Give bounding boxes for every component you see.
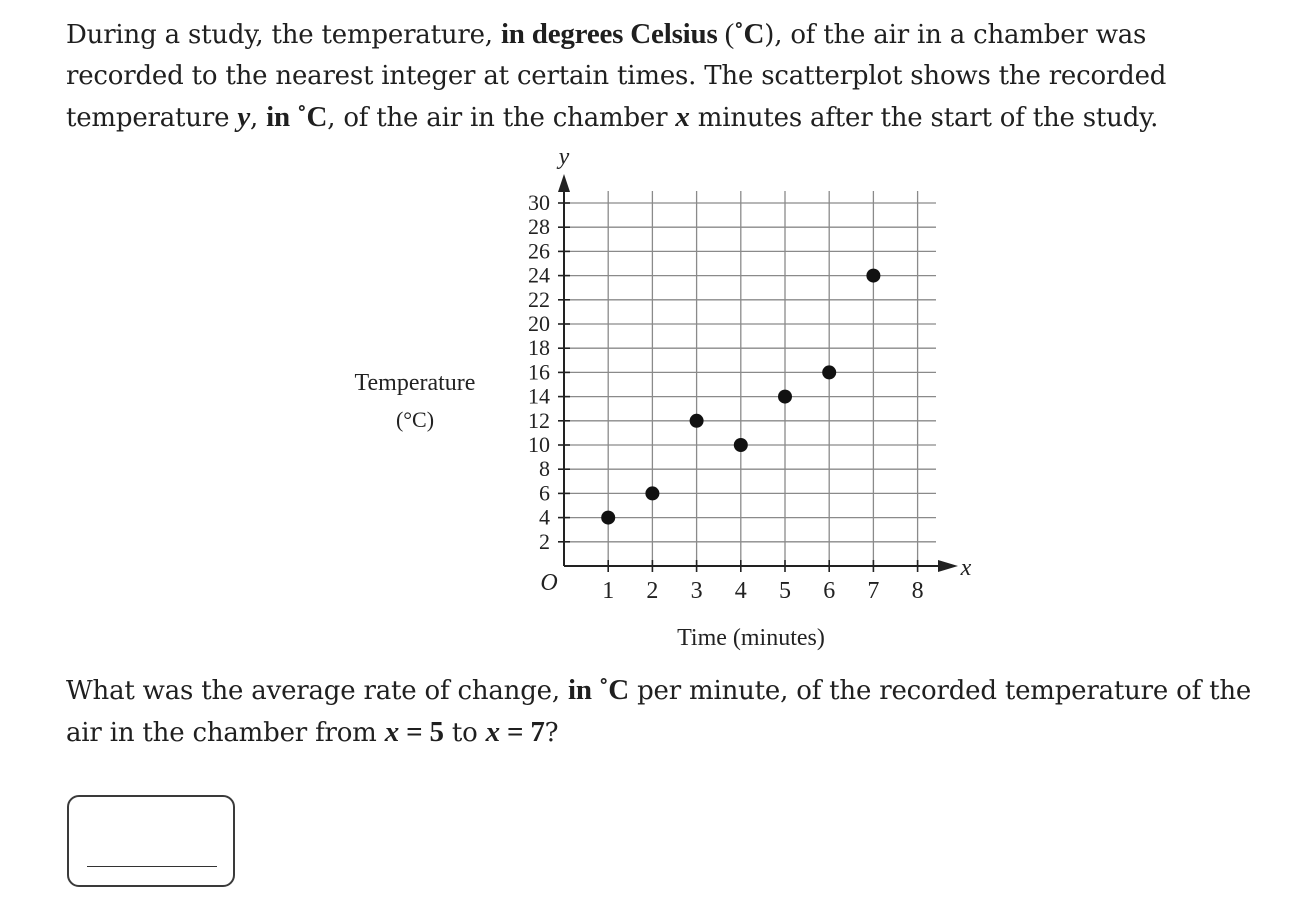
intro-text: During a study, the temperature, xyxy=(66,20,501,50)
data-point xyxy=(601,510,616,525)
y-tick-label: 16 xyxy=(528,359,550,384)
y-tick-label: 26 xyxy=(528,238,550,263)
question-intro: During a study, the temperature, in degr… xyxy=(66,14,1256,139)
prompt-text: ? xyxy=(544,718,559,748)
degree-unit: ˚C xyxy=(734,18,765,50)
y-tick-label: 28 xyxy=(528,214,550,239)
y-tick-label: 18 xyxy=(528,335,550,360)
intro-emphasis: in xyxy=(266,101,297,133)
question-prompt: What was the average rate of change, in … xyxy=(66,670,1276,754)
intro-text: , xyxy=(250,103,267,133)
prompt-line-2: air in the chamber from x = 5 to x = 7? xyxy=(66,712,1276,754)
y-tick-label: 14 xyxy=(528,384,550,409)
data-point xyxy=(822,365,837,380)
data-point xyxy=(689,413,704,428)
intro-text: minutes after the start of the study. xyxy=(689,103,1159,133)
x-tick-label: 6 xyxy=(823,578,835,604)
y-tick-label: 10 xyxy=(528,432,550,457)
degree-unit: ˚C xyxy=(296,101,328,133)
y-tick-label: 22 xyxy=(528,287,550,312)
intro-paren: ( xyxy=(717,18,735,50)
y-axis-arrow xyxy=(558,174,570,192)
data-point xyxy=(778,389,792,404)
y-axis-letter: y xyxy=(557,144,570,170)
prompt-emphasis: in xyxy=(567,674,599,706)
x-axis-arrow xyxy=(938,560,958,572)
y-tick-label: 30 xyxy=(528,190,550,215)
x-tick-label: 5 xyxy=(779,578,791,604)
y-tick-label: 8 xyxy=(539,456,550,481)
x-tick-label: 2 xyxy=(646,578,658,604)
prompt-text: per minute, of the recorded temperature … xyxy=(629,676,1252,706)
answer-input[interactable] xyxy=(87,829,217,865)
y-axis-label-unit: (°C) xyxy=(396,407,434,432)
variable-x: x xyxy=(675,101,690,133)
y-tick-label: 24 xyxy=(528,263,550,288)
y-axis-label: Temperature xyxy=(355,370,476,396)
y-tick-label: 6 xyxy=(539,480,550,505)
data-point xyxy=(866,268,881,283)
x-tick-label: 7 xyxy=(867,578,879,604)
x-tick-label: 8 xyxy=(912,578,924,604)
y-tick-label: 4 xyxy=(539,505,550,530)
x-axis-label: Time (minutes) xyxy=(677,625,825,651)
prompt-line-1: What was the average rate of change, in … xyxy=(66,670,1276,712)
prompt-text: air in the chamber from xyxy=(66,718,385,748)
variable-x: x xyxy=(384,716,400,748)
variable-x: x xyxy=(485,716,501,748)
prompt-text: to xyxy=(443,718,486,748)
data-point xyxy=(645,486,660,501)
math-equation: = 5 xyxy=(399,716,444,748)
answer-box[interactable] xyxy=(67,795,235,887)
answer-underline xyxy=(87,866,217,867)
data-point xyxy=(733,438,748,452)
x-tick-label: 3 xyxy=(691,578,703,604)
intro-text: ), of the air in a chamber was xyxy=(764,20,1147,50)
origin-label: O xyxy=(540,570,557,596)
prompt-text: What was the average rate of change, xyxy=(66,676,568,706)
y-tick-label: 12 xyxy=(528,408,550,433)
math-equation: = 7 xyxy=(499,716,545,748)
intro-line-1: During a study, the temperature, in degr… xyxy=(66,14,1256,56)
variable-y: y xyxy=(237,101,250,133)
intro-emphasis: in degrees Celsius xyxy=(500,18,718,50)
x-axis-letter: x xyxy=(960,555,972,581)
intro-line-3: temperature y, in ˚C, of the air in the … xyxy=(66,97,1256,139)
y-tick-label: 2 xyxy=(539,529,550,554)
intro-text: , of the air in the chamber xyxy=(327,103,676,133)
x-tick-label: 1 xyxy=(602,578,614,604)
intro-text: temperature xyxy=(66,103,238,133)
x-tick-label: 4 xyxy=(735,578,747,604)
y-tick-label: 20 xyxy=(528,311,550,336)
degree-unit: ˚C xyxy=(598,674,630,706)
intro-line-2: recorded to the nearest integer at certa… xyxy=(66,61,1167,91)
